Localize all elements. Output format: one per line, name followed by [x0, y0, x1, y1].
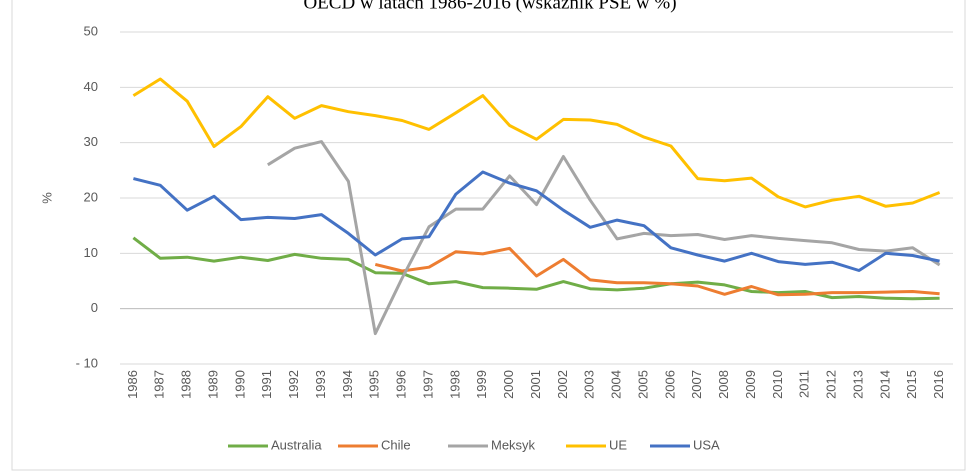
x-tick-label: 2008 — [716, 370, 731, 399]
x-tick-label: 1997 — [420, 370, 435, 399]
x-tick-label: 2010 — [770, 370, 785, 399]
legend-label: UE — [609, 437, 627, 452]
series-line — [132, 236, 940, 301]
x-tick-label: 2009 — [743, 370, 758, 399]
x-tick-label: 1994 — [340, 370, 355, 399]
y-tick-label: 0 — [91, 300, 98, 315]
y-tick-label: 50 — [84, 23, 98, 38]
x-tick-label: 2004 — [609, 370, 624, 399]
y-tick-label: 30 — [84, 134, 98, 149]
series-line — [267, 140, 941, 336]
x-tick-label: 1988 — [179, 370, 194, 399]
legend-label: Meksyk — [491, 437, 536, 452]
x-tick-label: 1999 — [474, 370, 489, 399]
x-tick-label: 1991 — [259, 370, 274, 399]
x-tick-label: 2003 — [582, 370, 597, 399]
y-tick-label: - 10 — [76, 355, 98, 370]
x-tick-label: 1992 — [286, 370, 301, 399]
x-tick-label: 2005 — [635, 370, 650, 399]
x-tick-label: 2006 — [662, 370, 677, 399]
x-tick-label: 2011 — [797, 370, 812, 398]
legend-label: Australia — [271, 437, 322, 452]
x-tick-label: 1996 — [394, 370, 409, 399]
x-tick-label: 2001 — [528, 370, 543, 399]
chart-frame — [11, 0, 966, 471]
x-tick-label: 2002 — [555, 370, 570, 399]
series-line — [133, 170, 940, 272]
x-tick-label: 1986 — [125, 370, 140, 399]
y-axis-label: % — [39, 192, 54, 204]
x-tick-label: 2016 — [931, 370, 946, 399]
x-tick-label: 2014 — [877, 370, 892, 399]
x-tick-label: 1993 — [313, 370, 328, 399]
series-line — [374, 246, 940, 297]
x-tick-label: 2000 — [501, 370, 516, 399]
legend-label: Chile — [381, 437, 411, 452]
x-tick-label: 1987 — [152, 370, 167, 399]
chart-title: OECD w latach 1986-2016 (wskaźnik PSE w … — [303, 0, 676, 13]
series-line — [132, 77, 941, 209]
y-tick-label: 40 — [84, 79, 98, 94]
x-tick-label: 1990 — [232, 370, 247, 399]
x-tick-label: 1998 — [447, 370, 462, 399]
x-tick-label: 2013 — [850, 370, 865, 399]
legend-label: USA — [693, 437, 720, 452]
y-tick-label: 20 — [84, 189, 98, 204]
x-tick-label: 2012 — [824, 370, 839, 399]
x-tick-label: 1995 — [367, 370, 382, 399]
x-tick-label: 2015 — [904, 370, 919, 399]
y-tick-label: 10 — [84, 245, 98, 260]
x-tick-label: 1989 — [205, 370, 220, 399]
x-tick-label: 2007 — [689, 370, 704, 399]
